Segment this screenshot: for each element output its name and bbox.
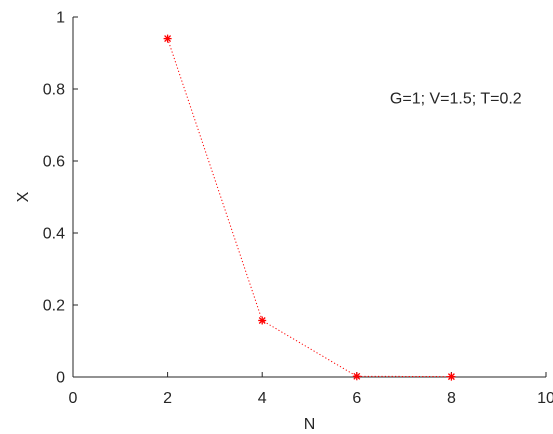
x-ticks: 0 2 4 6 8 10	[69, 372, 553, 407]
x-tick-label: 6	[352, 390, 361, 407]
data-point-marker	[163, 34, 172, 43]
x-tick-label: 10	[537, 390, 553, 407]
y-axis-label: X	[15, 191, 32, 202]
x-tick-label: 8	[447, 390, 456, 407]
data-point-marker	[352, 372, 361, 381]
y-tick-label: 0.4	[43, 226, 65, 243]
data-point-marker	[447, 372, 456, 381]
data-point-marker	[258, 316, 267, 325]
y-ticks: 0 0.2 0.4 0.6 0.8 1	[43, 10, 78, 387]
plot-area	[73, 17, 546, 377]
y-tick-label: 0.6	[43, 154, 65, 171]
y-tick-label: 0	[56, 370, 65, 387]
y-tick-label: 0.8	[43, 82, 65, 99]
x-axis-label: N	[304, 416, 316, 433]
marker-stroke	[447, 373, 455, 381]
marker-stroke	[353, 372, 361, 380]
x-tick-label: 0	[69, 390, 78, 407]
y-tick-label: 1	[56, 10, 65, 27]
annotation-text: G=1; V=1.5; T=0.2	[390, 90, 522, 107]
marker-stroke	[164, 35, 172, 43]
y-tick-label: 0.2	[43, 298, 65, 315]
x-tick-label: 4	[258, 390, 267, 407]
x-tick-label: 2	[163, 390, 172, 407]
marker-stroke	[258, 317, 266, 324]
series-group	[163, 34, 456, 381]
